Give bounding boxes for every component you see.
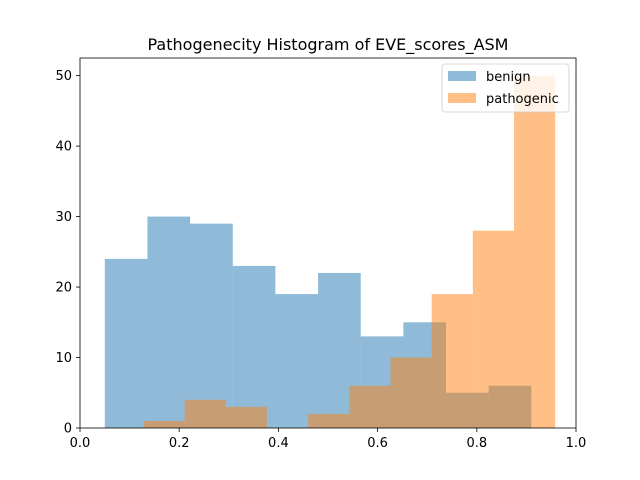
x-tick-label: 0.2 — [169, 436, 190, 451]
pathogenic-bar — [431, 294, 473, 428]
x-tick-label: 0.8 — [466, 436, 487, 451]
chart-title: Pathogenecity Histogram of EVE_scores_AS… — [148, 35, 509, 55]
y-tick-label: 0 — [64, 422, 72, 437]
plot-frame — [79, 57, 577, 429]
pathogenic-bar — [472, 230, 514, 428]
x-tick-label: 0.0 — [70, 436, 91, 451]
y-tick-label: 30 — [55, 210, 72, 225]
axes: 0.0 0.2 0.4 0.6 0.8 1.0 0 10 20 30 40 50 — [55, 57, 587, 451]
x-tick-label: 0.6 — [367, 436, 388, 451]
pathogenic-legend-swatch — [448, 93, 476, 103]
y-tick-label: 20 — [55, 281, 72, 296]
benign-bar — [275, 294, 319, 428]
x-tick-label: 1.0 — [566, 436, 587, 451]
y-tick-label: 50 — [55, 69, 72, 84]
benign-legend-swatch — [448, 71, 476, 81]
pathogenic-bar — [349, 385, 391, 428]
pathogenic-bar — [514, 75, 556, 428]
pathogenic-bar — [390, 357, 432, 428]
pathogenic-bar — [143, 420, 185, 428]
x-tick-label: 0.4 — [268, 436, 289, 451]
legend: benign pathogenic — [441, 63, 570, 113]
benign-legend-label: benign — [486, 70, 531, 85]
pathogenic-bars — [143, 75, 556, 428]
benign-bar — [147, 216, 191, 428]
pathogenic-bar — [184, 399, 226, 428]
pathogenic-legend-label: pathogenic — [486, 92, 559, 107]
y-tick-label: 10 — [55, 351, 72, 366]
pathogenic-bar — [308, 413, 350, 428]
pathogenic-bar — [225, 406, 267, 428]
benign-bar — [104, 258, 148, 428]
benign-bar — [232, 265, 276, 428]
y-tick-label: 40 — [55, 140, 72, 155]
benign-bar — [190, 223, 233, 428]
